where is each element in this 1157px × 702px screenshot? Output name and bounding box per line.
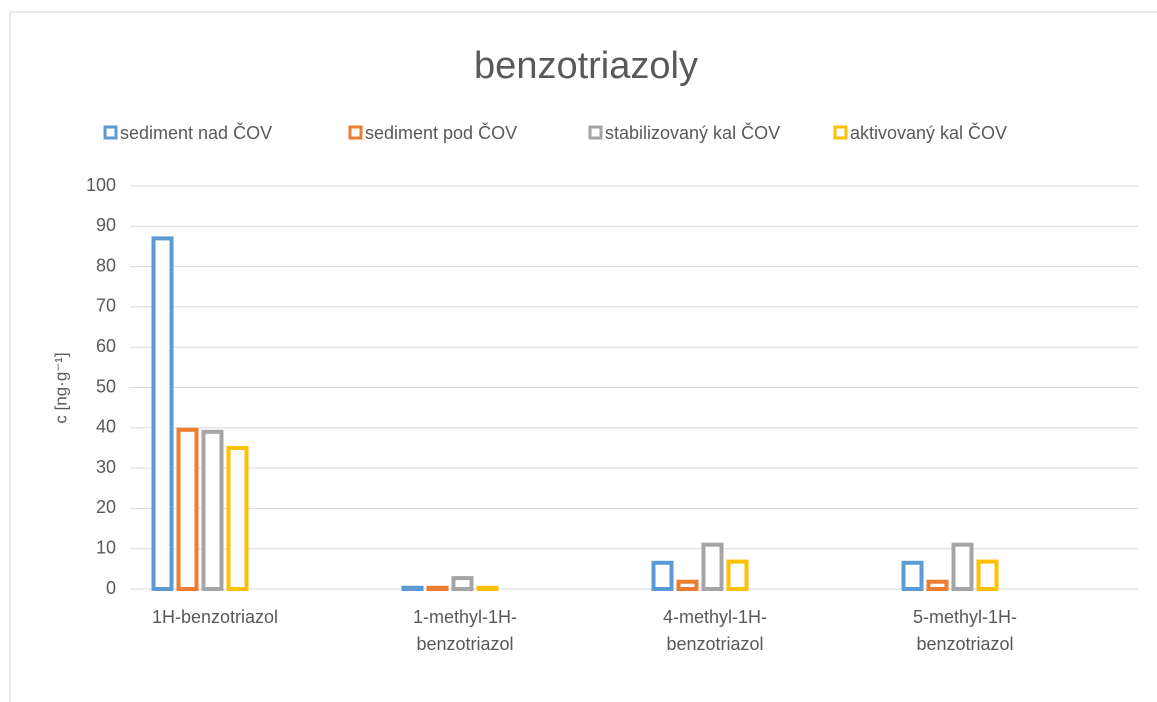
bar [226,445,249,591]
y-tick-label: 80 [96,255,116,275]
x-tick-label: 1H-benzotriazol [151,607,279,627]
legend-swatch [588,125,603,140]
y-tick-label: 50 [96,376,116,396]
bar [451,576,474,592]
bar [176,427,199,591]
y-tick-label: 40 [96,417,116,437]
y-tick-label: 10 [96,537,116,557]
y-tick-label: 30 [96,457,116,477]
bar [901,560,924,591]
y-tick-label: 0 [106,578,116,598]
chart-title: benzotriazoly [474,45,698,87]
bar [976,559,999,591]
y-tick-label: 70 [96,296,116,316]
bar [426,585,449,592]
bar [726,559,749,591]
bar [651,560,674,591]
y-tick-label: 100 [86,175,116,195]
bar [201,429,224,591]
chart-border [9,11,1157,702]
legend-swatch [348,125,363,140]
legend-label: sediment nad ČOV [120,122,272,143]
legend-label: aktivovaný kal ČOV [850,122,1007,143]
bar [476,585,499,592]
y-axis-label: c [ng·g⁻¹] [51,352,70,423]
legend-swatch [103,125,118,140]
bar [951,542,974,592]
x-tick-label: 5-methyl-1H-benzotriazol [912,607,1018,654]
legend-label: stabilizovaný kal ČOV [605,122,780,143]
bar [926,579,949,592]
bar [701,542,724,592]
y-tick-label: 20 [96,497,116,517]
bar [401,585,424,592]
legend-swatch [833,125,848,140]
legend-label: sediment pod ČOV [365,122,517,143]
y-tick-label: 90 [96,215,116,235]
x-tick-label: 1-methyl-1H-benzotriazol [412,607,518,654]
bar [676,579,699,592]
x-tick-label: 4-methyl-1H-benzotriazol [662,607,768,654]
bar [151,236,174,591]
y-tick-label: 60 [96,336,116,356]
